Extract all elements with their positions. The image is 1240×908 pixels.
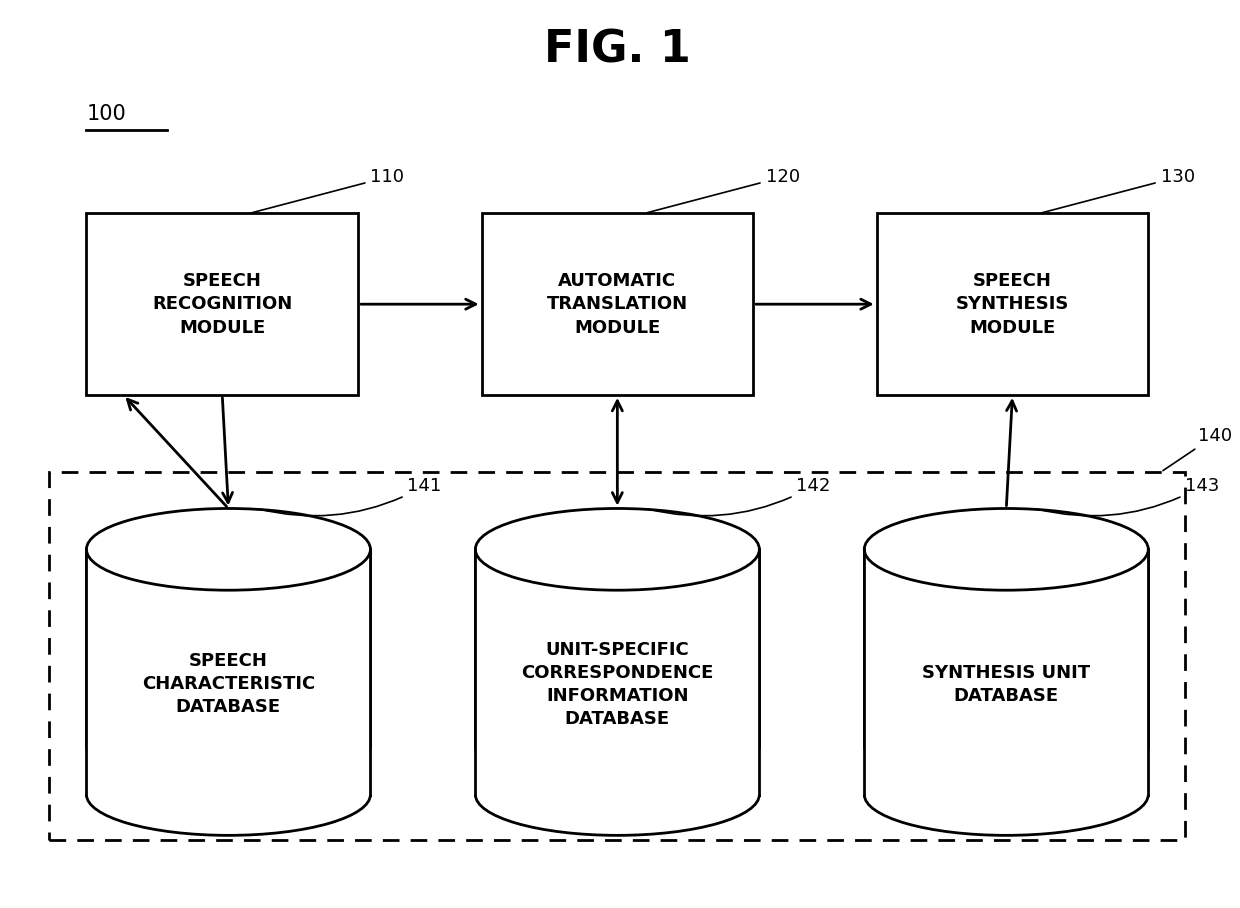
- Text: AUTOMATIC
TRANSLATION
MODULE: AUTOMATIC TRANSLATION MODULE: [547, 271, 688, 337]
- FancyBboxPatch shape: [87, 213, 358, 395]
- Polygon shape: [475, 549, 759, 794]
- Ellipse shape: [475, 754, 759, 835]
- Text: 130: 130: [1043, 168, 1195, 212]
- Ellipse shape: [87, 754, 371, 835]
- Polygon shape: [87, 549, 371, 794]
- Text: 142: 142: [649, 477, 831, 516]
- Ellipse shape: [864, 754, 1148, 835]
- Text: SPEECH
RECOGNITION
MODULE: SPEECH RECOGNITION MODULE: [153, 271, 293, 337]
- Polygon shape: [852, 749, 1161, 794]
- Text: FIG. 1: FIG. 1: [544, 28, 691, 72]
- Text: SYNTHESIS UNIT
DATABASE: SYNTHESIS UNIT DATABASE: [923, 664, 1090, 705]
- FancyBboxPatch shape: [877, 213, 1148, 395]
- FancyBboxPatch shape: [50, 472, 1185, 840]
- Ellipse shape: [87, 508, 371, 590]
- Polygon shape: [864, 549, 1148, 794]
- Text: 141: 141: [259, 477, 441, 516]
- Polygon shape: [74, 749, 383, 794]
- Text: 120: 120: [647, 168, 800, 212]
- Text: 140: 140: [1163, 427, 1231, 470]
- Text: 100: 100: [87, 104, 126, 123]
- Text: SPEECH
SYNTHESIS
MODULE: SPEECH SYNTHESIS MODULE: [956, 271, 1069, 337]
- FancyBboxPatch shape: [481, 213, 753, 395]
- Ellipse shape: [864, 508, 1148, 590]
- Ellipse shape: [475, 508, 759, 590]
- Text: 143: 143: [1038, 477, 1220, 516]
- Text: SPEECH
CHARACTERISTIC
DATABASE: SPEECH CHARACTERISTIC DATABASE: [141, 652, 315, 716]
- Text: 110: 110: [252, 168, 404, 212]
- Text: UNIT-SPECIFIC
CORRESPONDENCE
INFORMATION
DATABASE: UNIT-SPECIFIC CORRESPONDENCE INFORMATION…: [521, 641, 713, 727]
- Polygon shape: [463, 749, 771, 794]
